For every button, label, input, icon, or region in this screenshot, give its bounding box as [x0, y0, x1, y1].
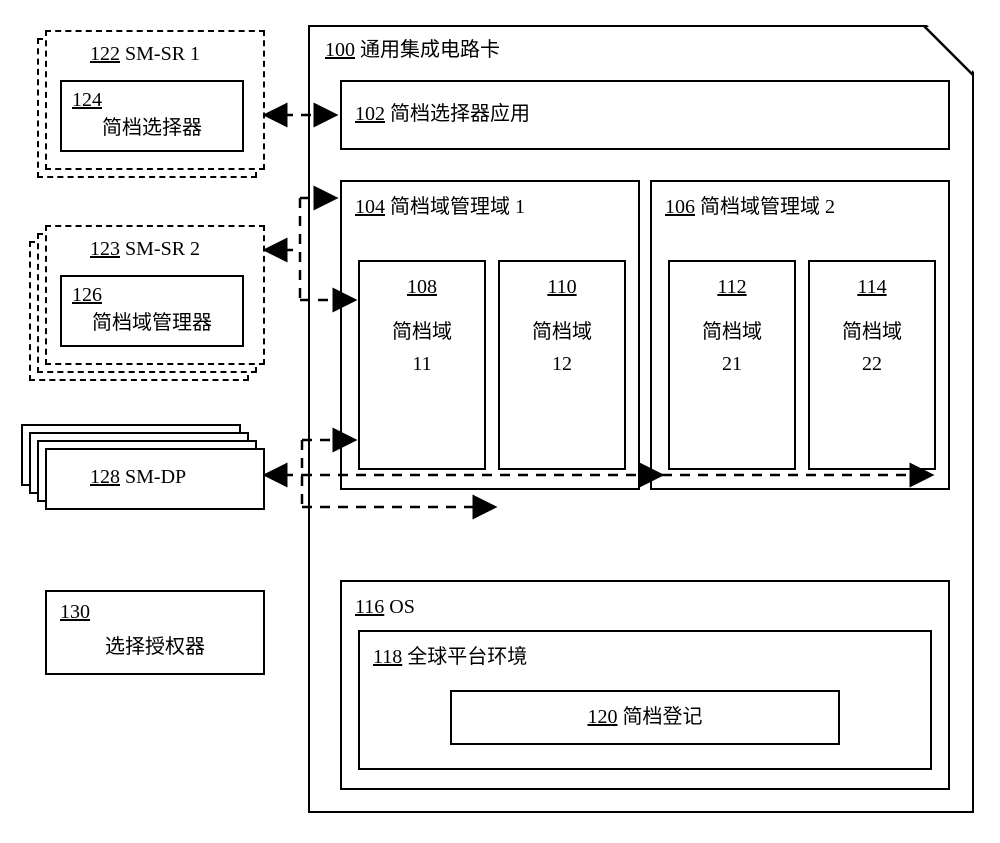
- pd-22-num: 114: [808, 275, 936, 300]
- pd-21-l2: 21: [668, 352, 796, 377]
- profile-selector-title: 简档选择器: [60, 116, 244, 141]
- domain-mgmt-1-label: 104 简档域管理域 1: [355, 195, 525, 220]
- pd-manager-title: 简档域管理器: [60, 311, 244, 336]
- card-corner-fill: [924, 22, 977, 75]
- smsr2-label: 123 SM-SR 2: [90, 237, 200, 262]
- pd-22-l1: 简档域: [808, 320, 936, 345]
- pd-12-num: 110: [498, 275, 626, 300]
- pd-12-l1: 简档域: [498, 320, 626, 345]
- pd-21-l1: 简档域: [668, 320, 796, 345]
- profile-registry-label: 120 简档登记: [450, 705, 840, 730]
- os-label: 116 OS: [355, 595, 415, 620]
- pd-11-l1: 简档域: [358, 320, 486, 345]
- pd-22-l2: 22: [808, 352, 936, 377]
- smsr1-label: 122 SM-SR 1: [90, 42, 200, 67]
- pd-11-l2: 11: [358, 352, 486, 377]
- diagram-stage: 100 通用集成电路卡 102 简档选择器应用 104 简档域管理域 1 106…: [0, 0, 1000, 843]
- pd-11-num: 108: [358, 275, 486, 300]
- smdp-label: 128 SM-DP: [90, 465, 186, 490]
- pd-manager-num: 126: [72, 283, 102, 308]
- selector-auth-num: 130: [60, 600, 90, 625]
- profile-selector-app-label: 102 简档选择器应用: [355, 102, 530, 127]
- domain-mgmt-2-label: 106 简档域管理域 2: [665, 195, 835, 220]
- pd-12-l2: 12: [498, 352, 626, 377]
- uicc-card-label: 100 通用集成电路卡: [325, 38, 500, 63]
- selector-auth-title: 选择授权器: [45, 635, 265, 660]
- gp-env-label: 118 全球平台环境: [373, 645, 527, 670]
- pd-21-num: 112: [668, 275, 796, 300]
- profile-selector-num: 124: [72, 88, 102, 113]
